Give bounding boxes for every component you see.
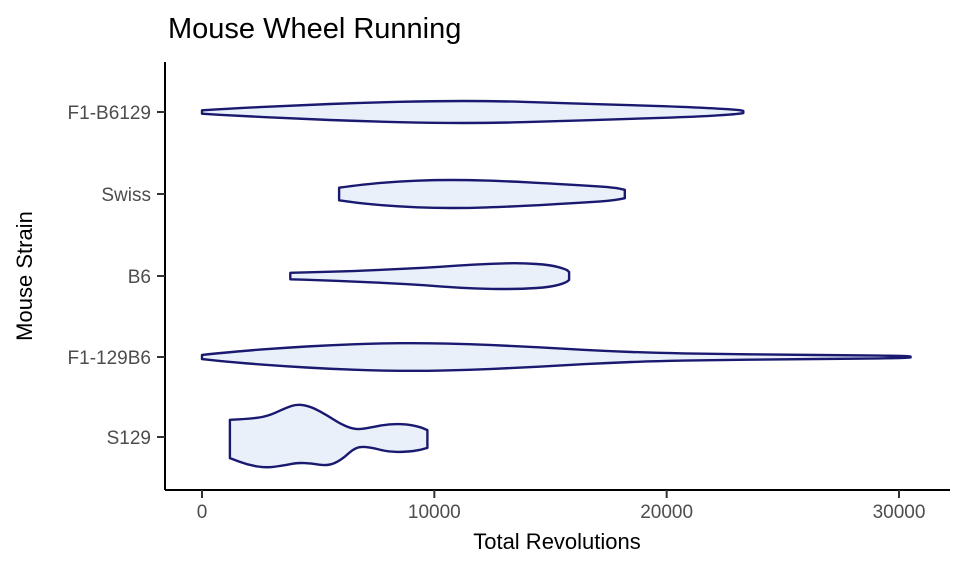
violins-group: [200, 99, 912, 469]
y-tick-label: F1-B6129: [68, 103, 151, 124]
violin-S129: [228, 403, 429, 469]
chart-title: Mouse Wheel Running: [168, 13, 461, 45]
violin-F1-129B6: [200, 341, 912, 373]
y-axis-title: Mouse Strain: [12, 211, 37, 341]
x-tick-label: 20000: [640, 502, 693, 523]
y-tick-label: S129: [107, 428, 151, 449]
x-tick-label: 10000: [408, 502, 461, 523]
violin-Swiss: [337, 178, 626, 210]
x-tick-label: 0: [197, 502, 208, 523]
violin-B6: [289, 262, 571, 291]
y-tick-label: Swiss: [101, 185, 151, 206]
x-tick-label: 30000: [873, 502, 926, 523]
y-tick-label: F1-129B6: [68, 348, 151, 369]
axes-group: 0 10000 20000 30000 F1-B6129 Swiss B6 F1-129B6 S…: [68, 62, 950, 523]
x-axis-title: Total Revolutions: [473, 529, 641, 554]
violin-F1-B6129: [200, 99, 745, 125]
y-tick-label: B6: [128, 267, 151, 288]
